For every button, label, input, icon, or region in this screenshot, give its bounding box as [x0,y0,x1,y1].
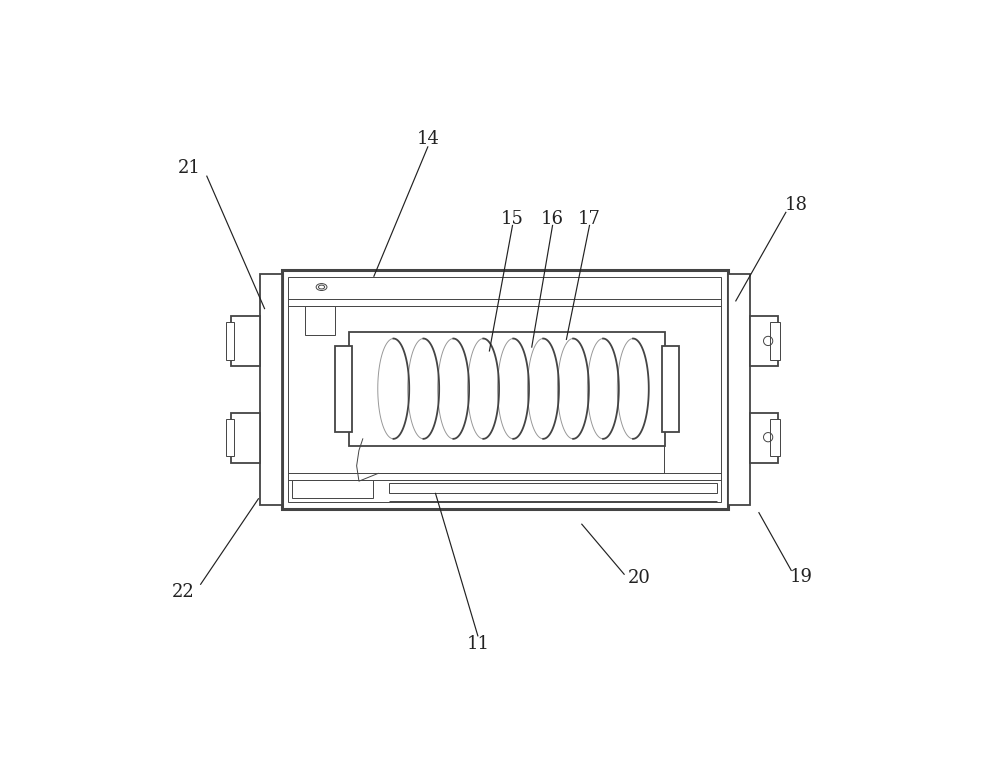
Text: 15: 15 [501,209,524,228]
Bar [662,346,679,432]
Bar [750,316,778,367]
Text: 11: 11 [466,635,489,653]
Text: 21: 21 [178,160,201,177]
Bar [389,483,717,494]
Text: 20: 20 [628,569,651,587]
Text: 18: 18 [784,195,807,214]
Bar [282,270,728,509]
Text: 22: 22 [172,583,194,601]
Bar [305,305,335,335]
Bar [292,480,373,498]
Bar [231,316,260,367]
Bar [770,418,780,456]
Bar [231,412,260,463]
Text: 16: 16 [541,209,564,228]
Text: 19: 19 [790,567,813,586]
Text: 14: 14 [416,130,439,148]
Bar [288,277,721,502]
Bar [226,418,234,456]
Bar [260,274,282,505]
Bar [770,322,780,360]
Bar [750,412,778,463]
Bar [226,322,234,360]
Bar [349,332,665,446]
Bar [728,274,750,505]
Text: 17: 17 [578,209,601,228]
Bar [335,346,352,432]
